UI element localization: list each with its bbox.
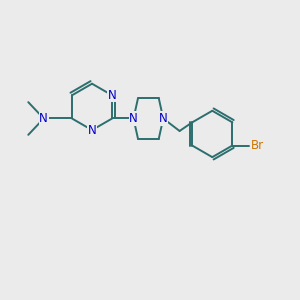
Text: N: N	[159, 112, 168, 125]
Text: N: N	[39, 112, 48, 125]
Text: N: N	[129, 112, 138, 125]
Text: N: N	[108, 89, 116, 102]
Text: Br: Br	[251, 139, 264, 152]
Text: N: N	[88, 124, 96, 136]
